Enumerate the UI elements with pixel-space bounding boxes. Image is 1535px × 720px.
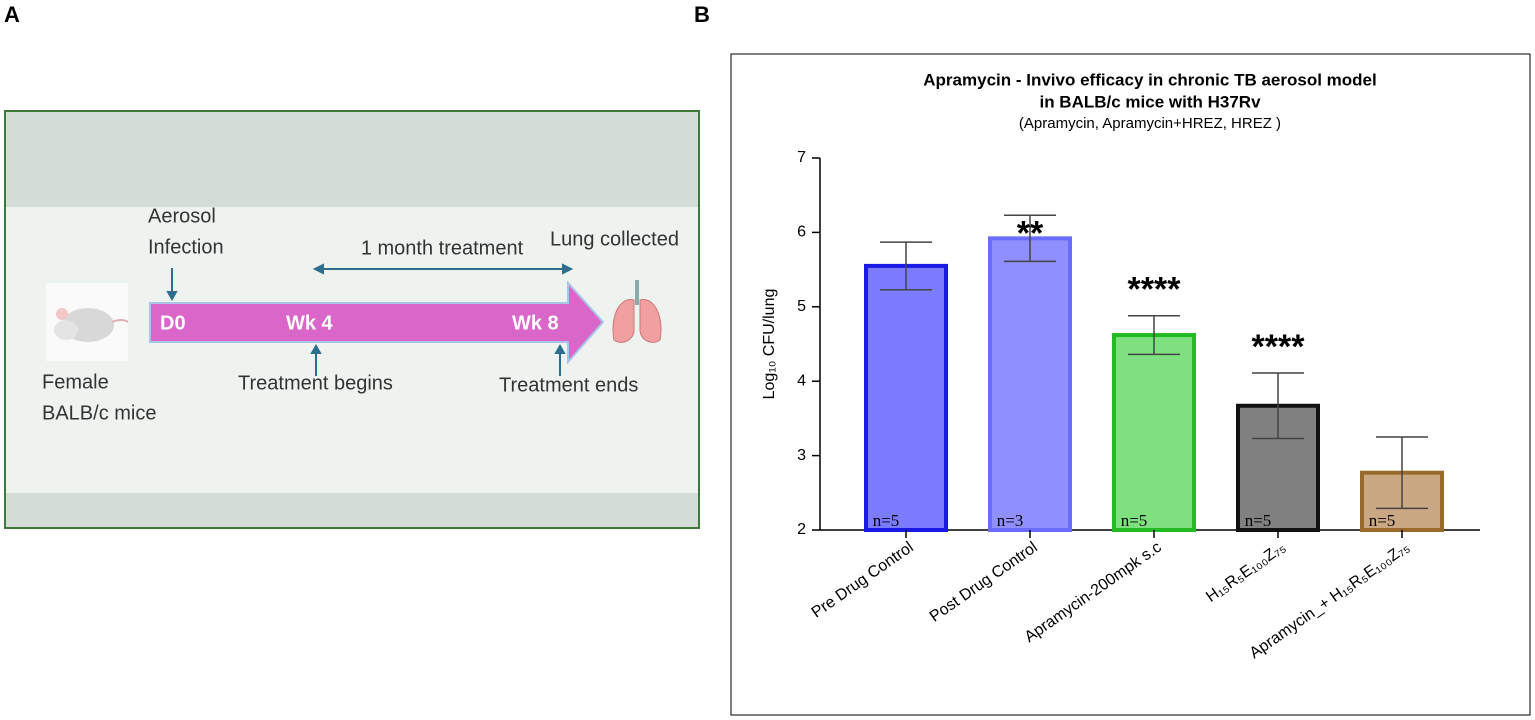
timepoint: D0	[160, 312, 186, 334]
event-label: Treatment begins	[238, 372, 393, 394]
bar	[1112, 333, 1196, 532]
n-label: n=3	[997, 511, 1024, 530]
n-label: n=5	[873, 511, 900, 530]
y-tick-label: 7	[797, 149, 806, 166]
timeline-arrow	[149, 280, 605, 365]
duration-label: 1 month treatment	[361, 237, 524, 259]
error-bar	[1004, 214, 1056, 263]
y-tick-label: 5	[797, 298, 806, 315]
subject-label: Female	[42, 371, 109, 393]
y-tick-label: 6	[797, 224, 806, 241]
bar	[988, 236, 1072, 533]
y-tick-label: 3	[797, 447, 806, 464]
panel-label: A	[4, 2, 20, 27]
chart-title: Apramycin - Invivo efficacy in chronic T…	[923, 70, 1376, 89]
error-bar	[1376, 436, 1428, 510]
panel-label: B	[694, 2, 710, 27]
n-label: n=5	[1245, 511, 1272, 530]
bar	[864, 263, 948, 532]
n-label: n=5	[1121, 511, 1148, 530]
event-label: Aerosol	[148, 205, 216, 227]
significance: **	[1017, 214, 1044, 252]
n-label: n=5	[1369, 511, 1396, 530]
significance: ****	[1252, 328, 1306, 366]
error-bar	[880, 241, 932, 291]
event-label: Lung collected	[550, 228, 679, 250]
lung-icon	[612, 280, 662, 343]
significance: ****	[1128, 271, 1182, 309]
event-label: Infection	[148, 236, 224, 258]
timepoint: Wk 4	[286, 312, 334, 334]
chart-title: in BALB/c mice with H37Rv	[1039, 92, 1261, 111]
timepoint: Wk 8	[512, 312, 559, 334]
chart-subtitle: (Apramycin, Apramycin+HREZ, HREZ )	[1019, 115, 1281, 132]
mouse-icon	[46, 283, 129, 361]
y-axis-label: Log₁₀ CFU/lung	[761, 289, 778, 400]
error-bar	[1252, 372, 1304, 440]
timeline-pointers	[166, 263, 574, 376]
y-tick-label: 2	[797, 521, 806, 538]
subject-label: BALB/c mice	[42, 402, 156, 424]
y-tick-label: 4	[797, 372, 806, 389]
event-label: Treatment ends	[499, 374, 638, 396]
error-bar	[1128, 314, 1180, 356]
